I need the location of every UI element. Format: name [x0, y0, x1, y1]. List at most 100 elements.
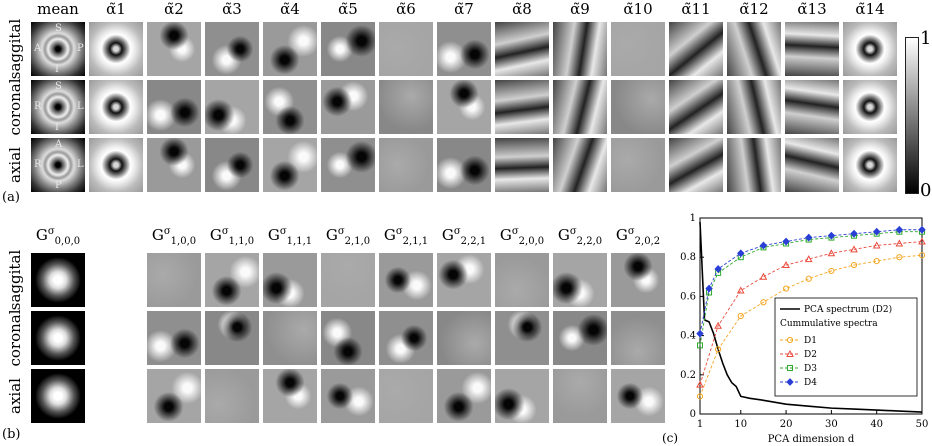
panel-a-column-header: α̃4: [280, 0, 300, 18]
panel-a-tile: [436, 79, 492, 135]
data-point: [828, 267, 835, 275]
panel-a-tile: [146, 21, 202, 77]
panel-a-column-header: α̃1: [106, 0, 126, 18]
pca-spectrum-chart: 1 10 20 30 40 50 0 0.2 0.4 0.6 0.8 1 PCA dimension d…: [662, 213, 929, 445]
data-point: [736, 286, 745, 294]
data-point: [705, 284, 713, 293]
panel-a-tile: [378, 21, 434, 77]
panel-b-tile: [610, 252, 666, 308]
panel-a-column-header: α̃14: [855, 0, 885, 18]
panel-a-tile: [262, 21, 318, 77]
series-line: [699, 221, 923, 413]
legend-entry: D4: [804, 378, 817, 388]
legend-entry: D3: [804, 364, 817, 374]
panel-b-column-header: Gσ2,2,1: [441, 226, 487, 247]
orientation-label-right: L: [77, 101, 84, 112]
data-point: [714, 321, 722, 329]
data-point: [787, 365, 793, 371]
panel-b-tile: [204, 252, 260, 308]
data-point: [827, 249, 836, 257]
panel-a-tile: [668, 79, 724, 135]
y-tick-label: 0.8: [680, 252, 696, 263]
panel-b-tile: [610, 368, 666, 424]
panel-b-tile: [552, 368, 608, 424]
data-point: [714, 265, 722, 273]
panel-a-column-header: α̃10: [623, 0, 653, 18]
panel-a-tile: [204, 137, 260, 193]
panel-b-tile: [436, 252, 492, 308]
panel-b-tile: [320, 252, 376, 308]
panel-b-column-header: Gσ0,0,0: [35, 226, 81, 247]
data-point: [918, 237, 926, 245]
panel-a-tile: [610, 79, 666, 135]
panel-a-tile: [668, 21, 724, 77]
panel-b-tile: [494, 310, 550, 366]
data-point: [786, 378, 794, 386]
panel-a-column-header: α̃9: [570, 0, 590, 18]
panel-b-tile: [146, 368, 202, 424]
x-tick-label: 10: [734, 419, 747, 430]
data-point: [696, 380, 704, 388]
panel-a-tile: [262, 137, 318, 193]
series-line: [699, 229, 922, 334]
panel-b-tile: [552, 310, 608, 366]
legend-header: Cummulative spectra: [780, 319, 878, 329]
panel-b-tile: [204, 310, 260, 366]
panel-a-tile: [726, 137, 782, 193]
data-point: [786, 349, 794, 357]
panel-a-column-header: α̃11: [681, 0, 711, 18]
panel-a-tile: [436, 21, 492, 77]
data-point: [786, 336, 794, 344]
orientation-label-top: A: [55, 139, 63, 150]
panel-a-tile: [146, 137, 202, 193]
orientation-label-left: R: [34, 159, 42, 170]
panel-a-tile: [784, 137, 840, 193]
x-tick-label: 50: [916, 419, 929, 430]
panel-a-tile: [146, 79, 202, 135]
data-point: [918, 225, 926, 234]
series-line: [699, 231, 922, 346]
panel-b-column-header: Gσ2,0,0: [499, 226, 545, 247]
panel-b-tile: [610, 310, 666, 366]
data-point: [759, 272, 768, 280]
panel-b-row-label: coronal: [6, 309, 24, 367]
panel-a-tile: [320, 137, 376, 193]
panel-a-column-header: mean: [37, 0, 79, 18]
data-point: [895, 225, 904, 234]
panel-a-tile: [262, 79, 318, 135]
data-point: [782, 260, 790, 269]
orientation-label-left: R: [34, 101, 42, 112]
panel-b-tile: [146, 310, 202, 366]
data-point: [804, 255, 813, 263]
panel-b-tile: [320, 368, 376, 424]
panel-a-tile: [494, 79, 550, 135]
data-point: [895, 239, 904, 247]
orientation-label-top: S: [55, 81, 62, 92]
x-tick-label: 40: [870, 419, 883, 430]
panel-b-tile: [262, 252, 318, 308]
panel-c-label: (c): [662, 431, 678, 445]
orientation-label-right: P: [77, 43, 84, 54]
plot-frame: [699, 217, 923, 415]
panel-a-tile: [320, 21, 376, 77]
panel-a-column-header: α̃2: [164, 0, 184, 18]
panel-a-tile: [204, 79, 260, 135]
panel-a-tile: [378, 79, 434, 135]
series-line: [699, 254, 923, 397]
panel-a-column-header: α̃6: [396, 0, 416, 18]
data-point: [696, 393, 704, 400]
panel-b-column-header: Gσ1,1,0: [209, 226, 255, 247]
panel-b-tile: [436, 368, 492, 424]
panel-b-column-header: Gσ2,2,0: [557, 226, 603, 247]
panel-a-tile: [842, 79, 898, 135]
panel-b-column-header: Gσ2,1,1: [383, 226, 429, 247]
panel-b-row-label: axial: [6, 378, 24, 414]
colorbar-max-label: 1: [920, 28, 932, 49]
panel-a-row-label: saggital: [6, 18, 24, 80]
panel-b-tile: [378, 368, 434, 424]
panel-a-tile: [494, 21, 550, 77]
y-tick-label: 0: [690, 409, 696, 420]
panel-b-tile: [320, 310, 376, 366]
panel-a-tile: [784, 79, 840, 135]
panel-a-tile: [842, 137, 898, 193]
